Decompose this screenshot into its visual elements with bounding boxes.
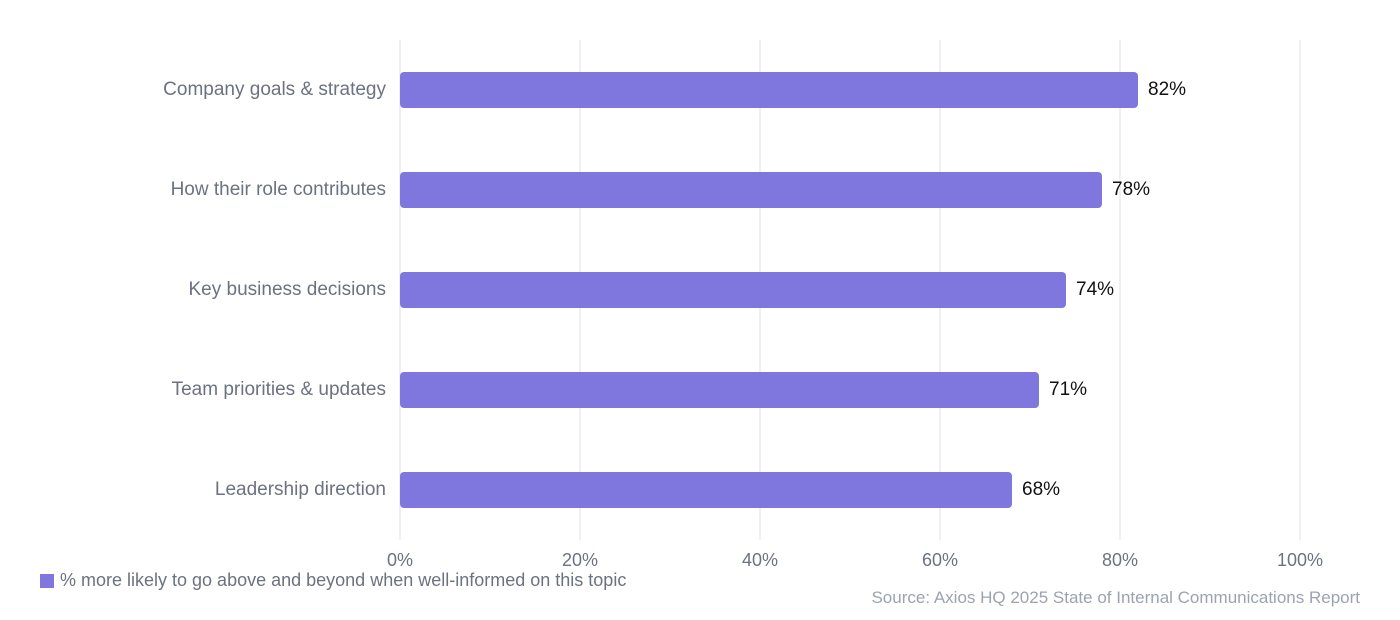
category-label: How their role contributes (170, 179, 386, 200)
bar-value-label: 78% (1112, 179, 1151, 200)
category-label: Company goals & strategy (163, 79, 386, 100)
bar-value-label: 71% (1049, 379, 1088, 400)
bar[interactable] (400, 172, 1102, 208)
bar[interactable] (400, 72, 1138, 108)
gridline (1299, 40, 1301, 540)
x-tick-label: 40% (741, 550, 779, 570)
bar-value-label: 68% (1022, 479, 1061, 500)
x-tick-label: 0% (386, 550, 414, 570)
x-tick-label: 60% (921, 550, 959, 570)
bar-value-label: 82% (1148, 79, 1187, 100)
legend-swatch-icon (40, 573, 54, 588)
legend-label: % more likely to go above and beyond whe… (60, 570, 627, 590)
bar-value-label: 74% (1076, 279, 1115, 300)
gridline (1119, 40, 1121, 540)
bar[interactable] (400, 472, 1012, 508)
x-tick-label: 100% (1276, 550, 1324, 570)
x-tick-label: 20% (561, 550, 599, 570)
legend: % more likely to go above and beyond whe… (40, 570, 626, 591)
category-label: Key business decisions (188, 279, 387, 300)
bar[interactable] (400, 272, 1066, 308)
category-label: Leadership direction (214, 479, 386, 500)
plot-area: 82% 78% 74% 71% 68% (399, 40, 1301, 540)
bar[interactable] (400, 372, 1039, 408)
category-label: Team priorities & updates (171, 379, 386, 400)
x-tick-label: 80% (1101, 550, 1139, 570)
source-note: Source: Axios HQ 2025 State of Internal … (871, 588, 1360, 607)
